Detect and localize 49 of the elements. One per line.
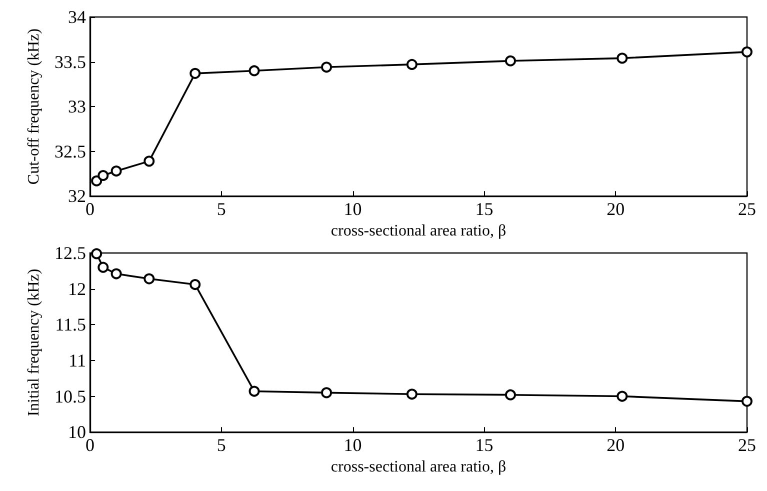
y-tick-label: 12.5 [54,243,86,263]
x-tick-label: 5 [216,435,226,456]
y-axis-title: Initial frequency (kHz) [26,268,42,416]
y-tick-label: 10 [68,422,86,442]
point [504,389,516,400]
y-tick-label: 10.5 [54,386,86,406]
point [91,175,102,186]
point [110,166,122,177]
point [91,248,102,260]
point [504,55,516,66]
x-tick-label: 0 [86,199,94,220]
point [406,388,418,400]
y-tick-label: 33.5 [54,52,86,72]
y-tick-label: 12 [68,278,86,299]
point [98,262,109,273]
x-tick-label: 20 [606,435,625,456]
x-tick-label: 15 [475,435,494,456]
x-tick-label: 10 [344,199,362,220]
y-tick-label: 34 [68,7,86,27]
y-tick-label: 32.5 [54,141,86,162]
x-tick-label: 15 [475,199,494,220]
point [144,273,155,284]
point [616,390,628,402]
point [98,170,109,181]
x-tick-label: 20 [606,199,625,220]
point [742,46,752,58]
point [248,386,260,397]
x-tick-label: 10 [344,435,362,456]
x-tick-label: 25 [738,435,756,456]
y-tick-label: 11.5 [55,314,86,335]
y-tick-label: 33 [68,96,86,117]
point [248,65,260,76]
y-tick-label: 11 [68,350,86,370]
y-axis-title: Cut-off frequency (kHz) [26,28,42,185]
x-tick-label: 25 [738,199,756,220]
x-axis-title: cross-sectional area ratio, β [330,458,506,476]
point [406,58,418,70]
point [616,52,628,64]
point [144,156,155,167]
point [110,268,122,280]
point [190,68,201,79]
x-tick-label: 0 [86,435,94,456]
x-axis-title: cross-sectional area ratio, β [330,222,506,240]
point [742,396,752,407]
x-tick-label: 5 [216,199,226,220]
point [190,279,201,290]
point [321,387,332,398]
y-tick-label: 32 [68,186,86,206]
point [321,62,332,73]
